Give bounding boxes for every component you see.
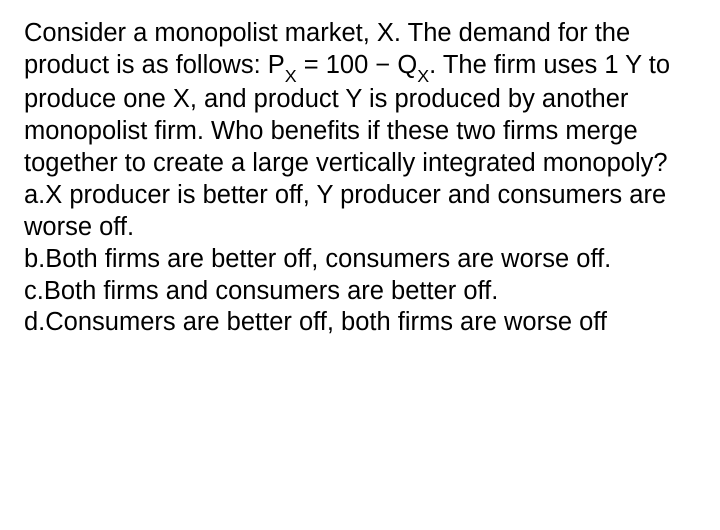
option-c: c.Both firms and consumers are better of… xyxy=(24,277,498,305)
option-b: b.Both firms are better off, consumers a… xyxy=(24,245,611,273)
subscript-x-2: X xyxy=(417,66,429,86)
option-d: d.Consumers are better off, both firms a… xyxy=(24,308,607,336)
question-stem-part2: = 100 − Q xyxy=(297,51,418,79)
subscript-x-1: X xyxy=(285,66,297,86)
option-a: a.X producer is better off, Y producer a… xyxy=(24,181,666,241)
question-block: Consider a monopolist market, X. The dem… xyxy=(24,18,696,339)
